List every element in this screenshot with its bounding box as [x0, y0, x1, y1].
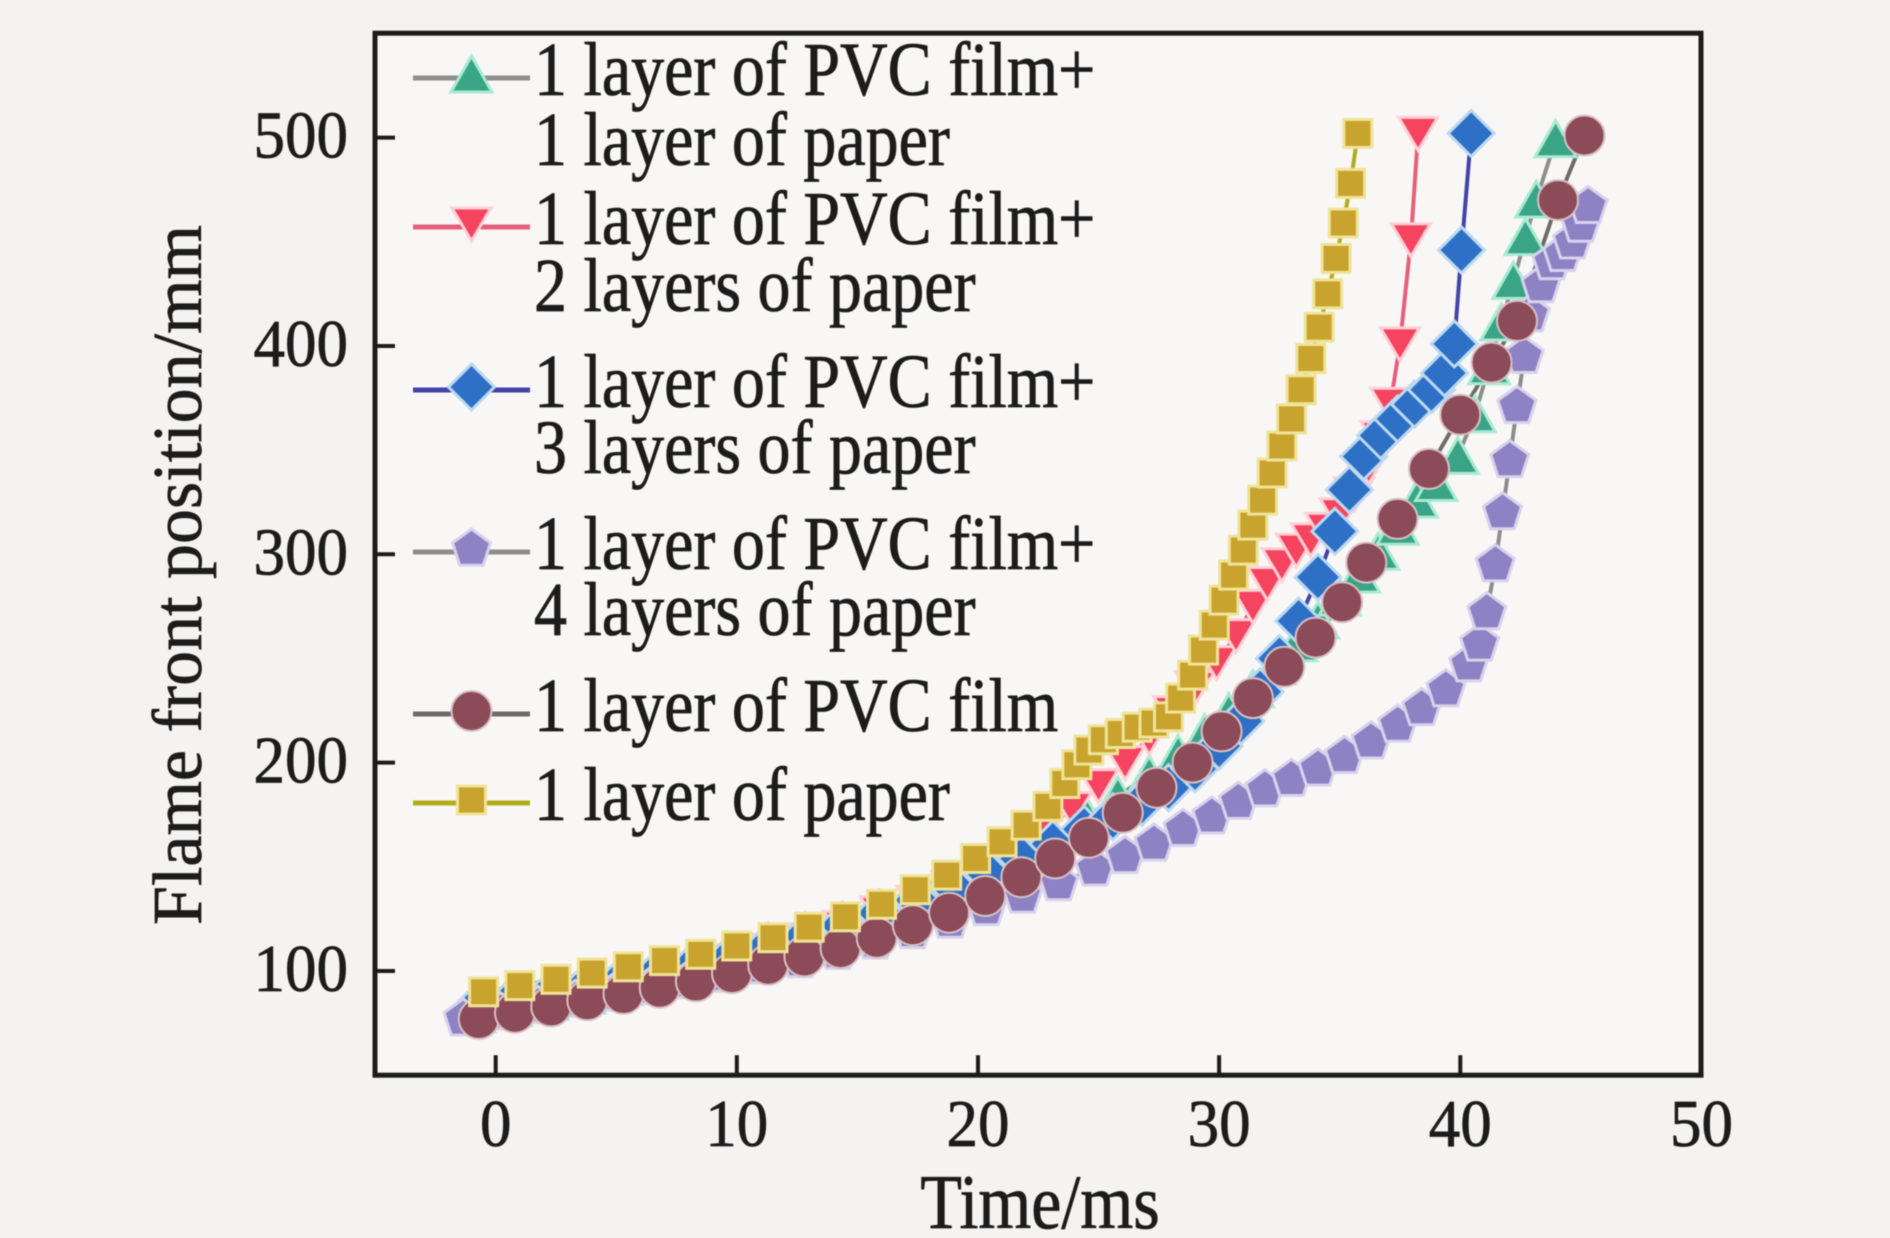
svg-text:1 layer of PVC film+: 1 layer of PVC film+ [534, 503, 1095, 586]
svg-text:100: 100 [254, 932, 348, 1006]
svg-text:400: 400 [254, 307, 348, 381]
svg-text:1 layer of PVC film: 1 layer of PVC film [534, 665, 1058, 748]
svg-text:300: 300 [254, 516, 348, 590]
svg-text:10: 10 [705, 1087, 768, 1161]
svg-text:0: 0 [480, 1087, 511, 1161]
svg-text:20: 20 [947, 1087, 1010, 1161]
svg-text:500: 500 [254, 99, 348, 173]
svg-text:1 layer of paper: 1 layer of paper [534, 99, 950, 182]
svg-text:50: 50 [1670, 1087, 1733, 1161]
svg-text:Flame front position/mm: Flame front position/mm [140, 225, 217, 925]
svg-text:1 layer of PVC film+: 1 layer of PVC film+ [534, 29, 1095, 112]
svg-text:1 layer of PVC film+: 1 layer of PVC film+ [534, 341, 1095, 424]
svg-text:Time/ms: Time/ms [920, 1159, 1159, 1238]
svg-text:3 layers of paper: 3 layers of paper [534, 407, 976, 490]
svg-text:40: 40 [1429, 1087, 1492, 1161]
svg-text:2 layers of paper: 2 layers of paper [534, 245, 976, 328]
svg-text:4 layers of paper: 4 layers of paper [534, 569, 976, 652]
svg-text:1 layer of paper: 1 layer of paper [534, 754, 950, 837]
svg-text:200: 200 [254, 724, 348, 798]
svg-text:1 layer of PVC film+: 1 layer of PVC film+ [534, 178, 1095, 261]
svg-text:30: 30 [1188, 1087, 1251, 1161]
